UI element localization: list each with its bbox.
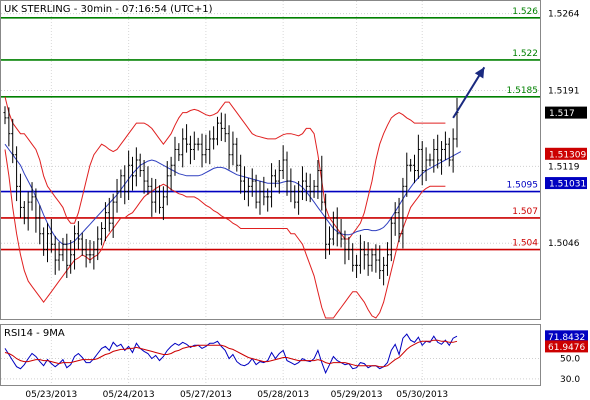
date-tick-label: 05/29/2013	[331, 390, 383, 400]
price-tag-box	[545, 177, 587, 190]
band-lower-line	[4, 149, 446, 319]
rsi-grid	[1, 325, 540, 385]
level-label: 1.504	[512, 239, 538, 249]
date-tick-label: 05/28/2013	[257, 390, 309, 400]
ma-line	[4, 143, 462, 245]
bollinger-bands	[4, 96, 446, 319]
forecast-arrow	[452, 66, 486, 119]
date-axis: 05/23/2013 05/24/2013 05/27/2013 05/28/2013…	[25, 390, 448, 400]
price-tag-box	[545, 106, 587, 119]
band-upper-line	[4, 96, 446, 240]
date-tick-label: 05/23/2013	[25, 390, 77, 400]
price-tick-label: 1.5046	[548, 239, 580, 249]
date-tick-label: 05/27/2013	[180, 390, 232, 400]
date-tick-label: 05/24/2013	[103, 390, 155, 400]
support-resistance-levels: 1.526 1.522 1.5185 1.5095 1.507 1.504	[1, 7, 540, 251]
rsi-line	[4, 333, 458, 375]
price-y-axis: 1.5264 1.5191 1.5119 1.5046	[548, 10, 580, 250]
rsi-ma-line	[4, 339, 458, 368]
level-label: 1.507	[512, 207, 538, 217]
price-tag-label: 1.51309	[549, 150, 586, 160]
rsi-tag-box	[545, 330, 588, 343]
rsi-tag-label: 71.8432	[548, 333, 585, 343]
price-tag-label: 1.517	[549, 109, 575, 119]
chart-title: UK STERLING - 30min - 07:16:54 (UTC+1)	[4, 4, 213, 15]
rsi-title: RSI14 - 9MA	[4, 328, 65, 339]
rsi-y-axis: 50.0 30.0	[560, 355, 580, 385]
price-tag-label: 1.51031	[549, 180, 586, 190]
level-label: 1.522	[512, 49, 538, 59]
price-tick-label: 1.5264	[548, 10, 580, 20]
rsi-tag-label: 61.9476	[548, 343, 585, 353]
date-tick-label: 05/30/2013	[396, 390, 448, 400]
price-panel-frame	[0, 0, 541, 320]
price-tags: 1.517 1.51309 1.51031	[545, 106, 587, 190]
arrow-head	[474, 67, 485, 79]
rsi-lines	[4, 333, 458, 375]
rsi-tick-label: 50.0	[560, 355, 580, 365]
level-label: 1.5095	[507, 181, 539, 191]
price-tick-label: 1.5119	[548, 162, 580, 172]
rsi-tick-label: 30.0	[560, 375, 580, 385]
level-label: 1.5185	[507, 86, 539, 96]
moving-average	[4, 143, 462, 245]
rsi-tag-box	[545, 340, 588, 353]
level-label: 1.526	[512, 7, 538, 17]
price-tag-box	[545, 147, 587, 160]
price-tick-label: 1.5191	[548, 86, 580, 96]
price-bars	[3, 97, 459, 286]
